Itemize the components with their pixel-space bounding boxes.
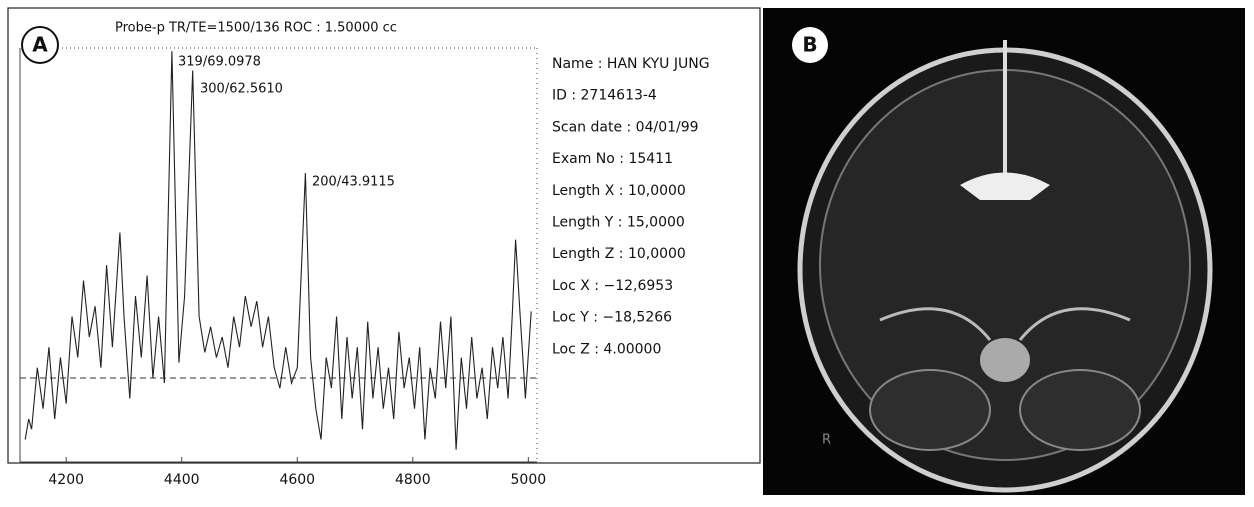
- sulci: [879, 307, 1131, 341]
- x-tick-label: 4800: [395, 472, 431, 488]
- info-line: Loc Y : −18,5266: [552, 310, 672, 326]
- cerebellum: [869, 369, 991, 451]
- ventricle: [960, 172, 1050, 200]
- info-line: Length X : 10,0000: [552, 183, 686, 199]
- x-tick-label: 5000: [511, 472, 547, 488]
- x-tick-label: 4600: [279, 472, 315, 488]
- info-line: Length Z : 10,0000: [552, 246, 686, 262]
- cerebellum: [1019, 369, 1141, 451]
- peak-annotation: 200/43.9115: [312, 175, 395, 190]
- info-line: ID : 2714613-4: [552, 88, 657, 104]
- panel-a-badge: [21, 26, 59, 64]
- peak-annotation: 300/62.5610: [200, 82, 283, 97]
- brainstem: [980, 338, 1030, 382]
- image-panel: B R: [763, 8, 1245, 495]
- scan-info: Name : HAN KYU JUNG ID : 2714613-4 Scan da…: [552, 56, 710, 357]
- chart-title: Probe-p TR/TE=1500/136 ROC : 1.50000 cc: [115, 21, 397, 36]
- peak-annotation: 319/69.0978: [178, 55, 261, 70]
- info-line: Length Y : 15,0000: [552, 215, 685, 231]
- x-tick-label: 4400: [164, 472, 200, 488]
- info-line: Scan date : 04/01/99: [552, 119, 699, 135]
- info-line: Name : HAN KYU JUNG: [552, 56, 710, 72]
- panel-label: A: [32, 33, 48, 57]
- panel-a-frame: [7, 7, 761, 464]
- orientation-marker: R: [822, 433, 831, 448]
- spectrum-line: [24, 51, 532, 450]
- panel-b-badge: [792, 27, 828, 63]
- x-tick-label: 4200: [48, 472, 84, 488]
- info-line: Exam No : 15411: [552, 151, 673, 167]
- info-line: Loc Z : 4.00000: [552, 341, 661, 357]
- info-line: Loc X : −12,6953: [552, 278, 673, 294]
- panel-label: B: [802, 33, 817, 57]
